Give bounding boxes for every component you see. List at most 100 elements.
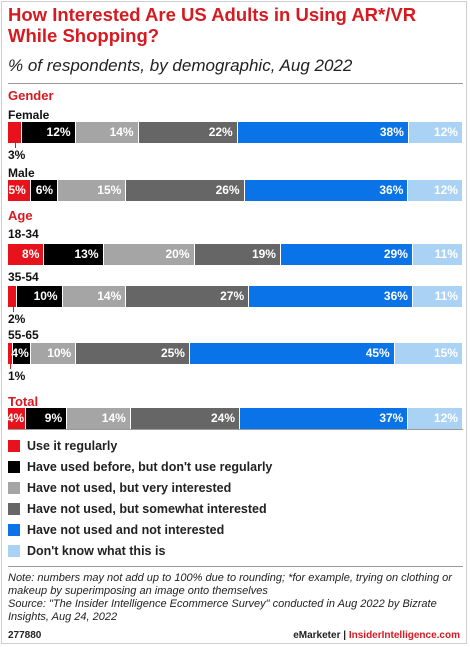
bar-segment-not-interested: 29%	[280, 244, 413, 265]
bar-value-label: 12%	[433, 125, 458, 139]
row-label-male: Male	[8, 166, 35, 180]
bar-segment-dont-know: 12%	[408, 180, 463, 201]
bar-male: 5% 6% 15% 26% 36% 12%	[8, 180, 463, 201]
callout-label: 2%	[8, 312, 26, 326]
bar-value-label: 29%	[383, 247, 408, 261]
note-text: Note: numbers may not add up to 100% due…	[8, 572, 452, 597]
group-label-total: Total	[8, 394, 39, 409]
bar-segment-use-regularly	[8, 286, 18, 307]
bar-value-label: 15%	[433, 346, 458, 360]
group-label-gender: Gender	[8, 88, 54, 103]
footer-brand: eMarketer | InsiderIntelligence.com	[293, 630, 460, 641]
bar-value-label: 27%	[220, 289, 245, 303]
legend-label: Have used before, but don't use regularl…	[27, 460, 273, 474]
chart-title: How Interested Are US Adults in Using AR…	[8, 4, 417, 46]
bar-segment-not-interested: 36%	[249, 286, 413, 307]
bar-18-34: 8% 13% 20% 19% 29% 11%	[8, 244, 463, 265]
group-label-age: Age	[8, 208, 33, 223]
legend-item-somewhat-interested: Have not used, but somewhat interested	[8, 502, 428, 518]
callout-label: 3%	[8, 148, 26, 162]
legend-item-not-interested: Have not used and not interested	[8, 523, 428, 539]
legend-label: Don't know what this is	[27, 544, 166, 558]
bar-segment-use-regularly	[8, 343, 13, 364]
bar-segment-used-before: 6%	[30, 180, 59, 201]
header-divider	[8, 83, 463, 84]
chart-id: 277880	[8, 630, 42, 641]
bar-value-label: 24%	[210, 411, 235, 425]
legend-label: Have not used and not interested	[27, 523, 225, 537]
bar-value-label: 10%	[47, 346, 72, 360]
bar-value-label: 13%	[74, 247, 99, 261]
bar-segment-somewhat-interested: 19%	[194, 244, 281, 265]
legend-item-dont-know: Don't know what this is	[8, 544, 428, 560]
bar-value-label: 8%	[22, 247, 40, 261]
row-label-female: Female	[8, 108, 50, 122]
row-label-18-34: 18-34	[8, 227, 39, 241]
bar-value-label: 12%	[46, 125, 71, 139]
source-text: Source: "The Insider Intelligence Ecomme…	[8, 598, 437, 623]
bar-value-label: 5%	[8, 183, 26, 197]
legend-item-used-before: Have used before, but don't use regularl…	[8, 460, 428, 476]
bar-value-label: 19%	[251, 247, 276, 261]
bar-value-label: 37%	[379, 411, 404, 425]
bar-segment-dont-know: 15%	[394, 343, 463, 364]
chart-divider	[8, 429, 463, 430]
legend-item-very-interested: Have not used, but very interested	[8, 481, 428, 497]
bar-55-65: 4% 10% 25% 45% 15%	[8, 343, 463, 364]
bar-value-label: 25%	[160, 346, 185, 360]
bar-segment-dont-know: 12%	[408, 408, 463, 429]
bar-segment-very-interested: 10%	[30, 343, 77, 364]
bar-value-label: 14%	[109, 125, 134, 139]
legend-item-use-regularly: Use it regularly	[8, 439, 428, 455]
bar-segment-used-before: 10%	[17, 286, 63, 307]
bar-value-label: 11%	[434, 289, 458, 303]
bar-segment-dont-know: 12%	[408, 122, 463, 143]
bar-segment-somewhat-interested: 27%	[126, 286, 250, 307]
legend-label: Have not used, but somewhat interested	[27, 502, 267, 516]
bar-segment-use-regularly: 5%	[8, 180, 31, 201]
bar-segment-used-before: 12%	[21, 122, 76, 143]
bar-value-label: 6%	[35, 183, 54, 197]
bar-value-label: 9%	[44, 411, 63, 425]
bar-segment-dont-know: 11%	[412, 244, 463, 265]
bar-value-label: 11%	[434, 247, 458, 261]
bar-segment-use-regularly	[8, 122, 22, 143]
bar-value-label: 38%	[379, 125, 404, 139]
row-label-55-65: 55-65	[8, 328, 39, 342]
bar-segment-use-regularly: 4%	[7, 408, 27, 429]
footer-divider	[8, 566, 463, 567]
bar-value-label: 26%	[215, 183, 240, 197]
bar-segment-use-regularly: 8%	[8, 244, 45, 265]
bar-segment-not-interested: 37%	[240, 408, 409, 429]
legend-swatch	[8, 461, 20, 473]
bar-value-label: 12%	[433, 183, 458, 197]
legend-label: Use it regularly	[27, 439, 118, 453]
brand-insider-intelligence: InsiderIntelligence.com	[348, 630, 460, 641]
bar-segment-somewhat-interested: 25%	[76, 343, 190, 364]
bar-value-label: 12%	[433, 411, 458, 425]
legend-swatch	[8, 503, 20, 515]
bar-segment-not-interested: 36%	[244, 180, 409, 201]
bar-segment-very-interested: 15%	[58, 180, 127, 201]
bar-value-label: 15%	[97, 183, 122, 197]
bar-segment-used-before: 13%	[44, 244, 104, 265]
bar-segment-very-interested: 14%	[62, 286, 127, 307]
bar-value-label: 14%	[97, 289, 122, 303]
legend-label: Have not used, but very interested	[27, 481, 232, 495]
bar-segment-not-interested: 45%	[189, 343, 395, 364]
bar-segment-used-before: 4%	[11, 343, 31, 364]
brand-emarketer: eMarketer	[293, 630, 341, 641]
bar-segment-very-interested: 14%	[67, 408, 131, 429]
bar-segment-used-before: 9%	[26, 408, 68, 429]
legend-swatch	[8, 482, 20, 494]
bar-segment-dont-know: 11%	[412, 286, 463, 307]
chart-notes: Note: numbers may not add up to 100% due…	[8, 572, 463, 624]
legend-swatch	[8, 545, 20, 557]
bar-segment-somewhat-interested: 26%	[126, 180, 245, 201]
bar-segment-somewhat-interested: 22%	[138, 122, 238, 143]
bar-value-label: 20%	[165, 247, 190, 261]
callout-label: 1%	[8, 369, 26, 383]
chart-subtitle: % of respondents, by demographic, Aug 20…	[8, 56, 353, 75]
bar-segment-somewhat-interested: 24%	[130, 408, 240, 429]
